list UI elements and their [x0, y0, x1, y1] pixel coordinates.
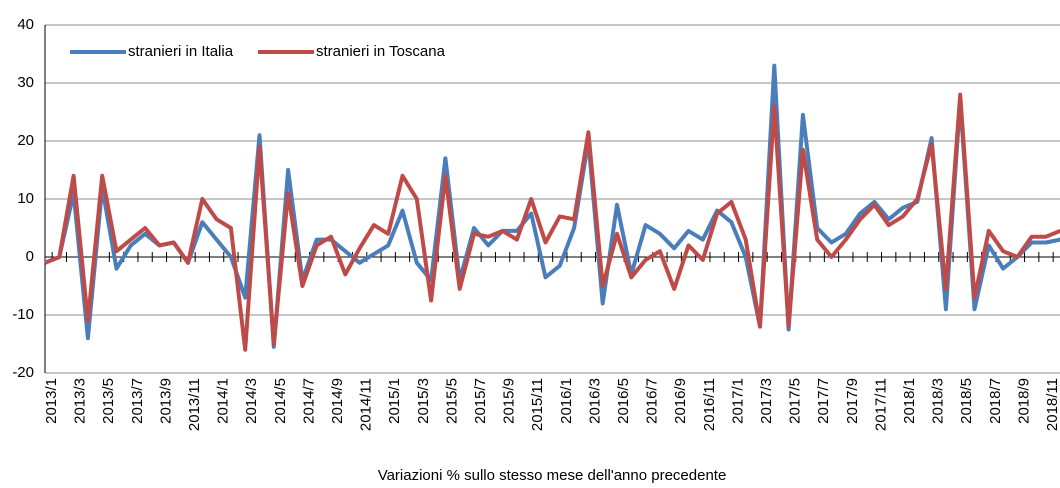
series-line	[44, 63, 1060, 349]
y-tick-label: 20	[17, 132, 34, 149]
x-tick-label: 2016/3	[586, 378, 603, 424]
y-tick-label: 40	[17, 16, 34, 33]
x-tick-label: 2017/3	[758, 378, 775, 424]
x-tick-label: 2016/1	[558, 378, 575, 424]
x-tick-label: 2017/5	[787, 378, 804, 424]
x-tick-label: 2014/9	[329, 378, 346, 424]
series-line	[44, 92, 1060, 352]
x-tick-label: 2015/7	[472, 378, 489, 424]
x-tick-label: 2013/7	[129, 378, 146, 424]
x-tick-label: 2014/11	[358, 378, 375, 431]
x-tick-label: 2017/7	[815, 378, 832, 424]
y-tick-label: 10	[17, 190, 34, 207]
y-tick-label: -10	[12, 306, 34, 323]
x-tick-label: 2018/9	[1015, 378, 1032, 424]
y-tick-label: 30	[17, 74, 34, 91]
x-tick-label: 2017/9	[844, 378, 861, 424]
y-tick-label: -20	[12, 364, 34, 381]
x-tick-label: 2014/3	[243, 378, 260, 424]
x-tick-label: 2013/9	[157, 378, 174, 424]
x-tick-label: 2016/9	[672, 378, 689, 424]
x-tick-label: 2016/7	[644, 378, 661, 424]
x-tick-label: 2013/5	[100, 378, 117, 424]
x-tick-label: 2015/11	[529, 378, 546, 431]
x-tick-label: 2017/1	[729, 378, 746, 424]
legend-label: stranieri in Toscana	[316, 43, 446, 60]
x-tick-label: 2013/3	[72, 378, 89, 424]
x-tick-label: 2013/1	[43, 378, 60, 424]
x-tick-label: 2015/1	[386, 378, 403, 424]
x-tick-label: 2015/5	[443, 378, 460, 424]
x-tick-label: 2018/5	[958, 378, 975, 424]
x-axis-label: Variazioni % sullo stesso mese dell'anno…	[378, 467, 727, 484]
legend-label: stranieri in Italia	[128, 43, 234, 60]
x-tick-label: 2015/3	[415, 378, 432, 424]
x-tick-label: 2018/1	[901, 378, 918, 424]
x-tick-label: 2014/5	[272, 378, 289, 424]
x-tick-label: 2016/5	[615, 378, 632, 424]
x-tick-label: 2018/11	[1044, 378, 1060, 431]
x-tick-label: 2016/11	[701, 378, 718, 431]
x-tick-label: 2014/7	[300, 378, 317, 424]
x-tick-label: 2018/3	[930, 378, 947, 424]
x-tick-label: 2014/1	[215, 378, 232, 424]
y-tick-label: 0	[26, 248, 34, 265]
x-tick-label: 2017/11	[872, 378, 889, 431]
x-tick-label: 2015/9	[501, 378, 518, 424]
x-tick-label: 2013/11	[186, 378, 203, 431]
x-tick-label: 2018/7	[987, 378, 1004, 424]
